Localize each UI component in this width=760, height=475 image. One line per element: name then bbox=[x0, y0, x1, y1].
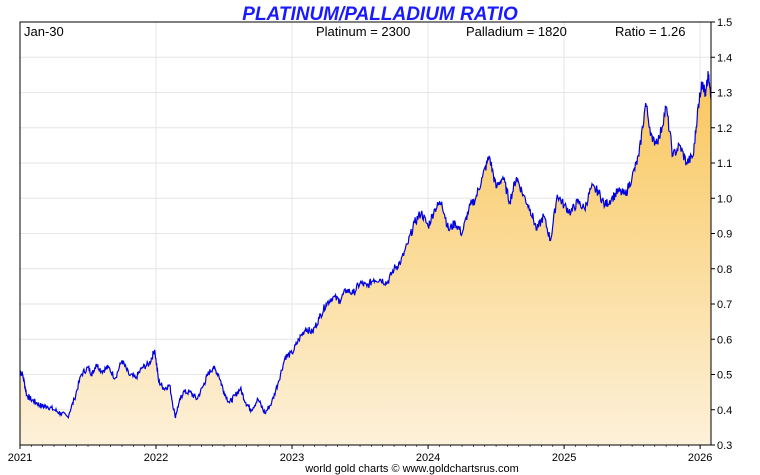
y-tick-label: 1.1 bbox=[717, 158, 732, 170]
chart-title: PLATINUM/PALLADIUM RATIO bbox=[242, 4, 518, 25]
y-tick-label: 0.8 bbox=[717, 264, 732, 276]
y-tick-label: 0.5 bbox=[717, 370, 732, 382]
header-palladium: Palladium = 1820 bbox=[466, 24, 567, 39]
y-tick-label: 0.6 bbox=[717, 334, 732, 346]
x-tick-label: 2021 bbox=[8, 452, 32, 464]
header-platinum: Platinum = 2300 bbox=[316, 24, 410, 39]
footer-credit: world gold charts © www.goldchartsrus.co… bbox=[304, 463, 519, 475]
y-tick-label: 0.4 bbox=[717, 405, 732, 417]
y-tick-label: 1.4 bbox=[717, 52, 732, 64]
y-tick-label: 0.7 bbox=[717, 299, 732, 311]
y-axis: 0.3 0.4 0.5 0.6 0.7 0.8 0.9 1.0 1.1 1.2 1.3 1.4 1.5 bbox=[711, 17, 732, 452]
x-tick-label: 2022 bbox=[144, 452, 168, 464]
y-tick-label: 0.9 bbox=[717, 229, 732, 241]
y-tick-label: 0.3 bbox=[717, 440, 732, 452]
x-axis: 2021 2022 2023 2024 2025 2026 bbox=[8, 445, 712, 464]
ratio-area bbox=[20, 71, 711, 445]
header-ratio: Ratio = 1.26 bbox=[615, 24, 685, 39]
x-tick-label: 2026 bbox=[688, 452, 712, 464]
y-tick-label: 1.3 bbox=[717, 88, 732, 100]
x-tick-label: 2023 bbox=[280, 452, 304, 464]
y-tick-label: 1.2 bbox=[717, 123, 732, 135]
y-tick-label: 1.5 bbox=[717, 17, 732, 29]
y-tick-label: 1.0 bbox=[717, 193, 732, 205]
x-tick-label: 2025 bbox=[552, 452, 576, 464]
x-tick-label: 2024 bbox=[416, 452, 440, 464]
ratio-line bbox=[19, 71, 712, 420]
header-date: Jan-30 bbox=[24, 24, 64, 39]
